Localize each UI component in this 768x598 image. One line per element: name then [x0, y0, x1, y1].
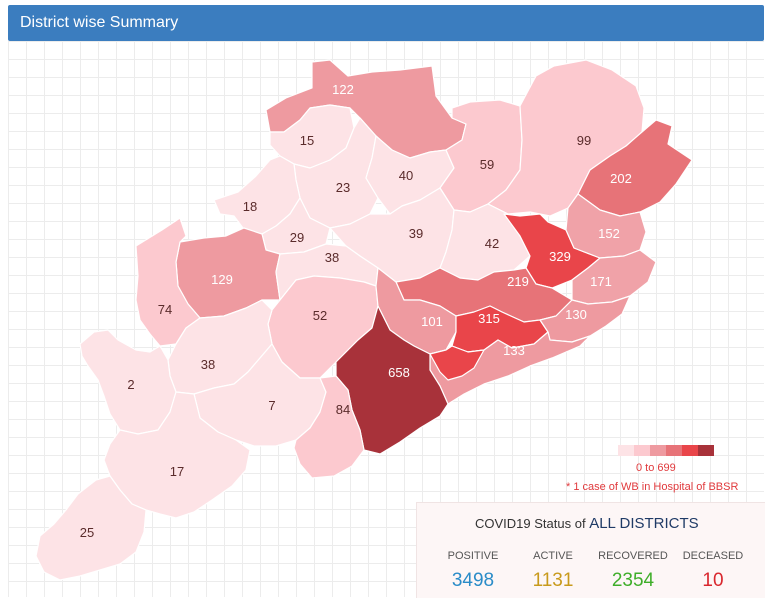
legend-swatch: [650, 445, 666, 456]
district-value-label: 133: [503, 343, 525, 358]
stat-positive-value: 3498: [451, 570, 495, 591]
district-value-label: 40: [399, 168, 413, 183]
legend-swatch: [682, 445, 698, 456]
status-title: COVID19 Status of ALL DISTRICTS: [475, 515, 699, 532]
panel-title: District wise Summary: [20, 14, 179, 31]
district-value-label: 2: [127, 377, 134, 392]
district-value-label: 23: [336, 180, 350, 195]
legend-swatch: [634, 445, 650, 456]
district-value-label: 658: [388, 365, 410, 380]
district-value-label: 129: [211, 272, 233, 287]
footnote: * 1 case of WB in Hospital of BBSR: [566, 481, 739, 493]
district-value-label: 59: [480, 157, 494, 172]
district-value-label: 202: [610, 171, 632, 186]
district-value-label: 101: [421, 314, 443, 329]
stat-active-value: 1131: [532, 570, 574, 591]
legend-swatch: [698, 445, 714, 456]
district-value-label: 39: [409, 226, 423, 241]
district-value-label: 84: [336, 402, 350, 417]
stat-recovered-value: 2354: [611, 570, 655, 591]
stat-deceased-value: 10: [702, 570, 724, 591]
district-value-label: 17: [170, 464, 184, 479]
district-value-label: 315: [478, 311, 500, 326]
district-value-label: 25: [80, 525, 94, 540]
status-box: COVID19 Status of ALL DISTRICTS POSITIVE…: [416, 502, 765, 598]
district-25[interactable]: [35, 475, 147, 581]
status-title-prefix: COVID19 Status of: [475, 516, 586, 531]
district-value-label: 29: [290, 230, 304, 245]
stat-positive-label: POSITIVE: [447, 550, 499, 562]
district-value-label: 18: [243, 199, 257, 214]
status-title-emphasis: ALL DISTRICTS: [589, 515, 699, 532]
stat-positive: POSITIVE 3498: [433, 550, 513, 592]
stat-deceased: DECEASED 10: [673, 550, 753, 592]
district-value-label: 219: [507, 274, 529, 289]
stat-recovered: RECOVERED 2354: [593, 550, 673, 592]
district-value-label: 130: [565, 307, 587, 322]
legend-swatch: [666, 445, 682, 456]
district-84[interactable]: [293, 375, 365, 479]
district-value-label: 42: [485, 236, 499, 251]
stat-recovered-label: RECOVERED: [598, 550, 668, 562]
district-value-label: 171: [590, 274, 612, 289]
panel-header: District wise Summary: [8, 5, 764, 41]
district-202[interactable]: [577, 119, 693, 217]
stat-active-label: ACTIVE: [533, 550, 573, 562]
district-value-label: 7: [268, 398, 275, 413]
district-value-label: 38: [201, 357, 215, 372]
district-value-label: 15: [300, 133, 314, 148]
legend-swatch: [618, 445, 634, 456]
district-value-label: 38: [325, 250, 339, 265]
district-value-label: 122: [332, 82, 354, 97]
stat-deceased-label: DECEASED: [682, 550, 744, 562]
stat-active: ACTIVE 1131: [513, 550, 593, 592]
district-value-label: 99: [577, 133, 591, 148]
district-value-label: 152: [598, 226, 620, 241]
district-coastal-patch[interactable]: [429, 345, 485, 381]
choropleth-legend: [618, 445, 718, 457]
legend-range: 0 to 699: [636, 462, 676, 474]
district-value-label: 52: [313, 308, 327, 323]
district-value-label: 329: [549, 249, 571, 264]
district-value-label: 74: [158, 302, 172, 317]
district-152[interactable]: [565, 193, 647, 259]
